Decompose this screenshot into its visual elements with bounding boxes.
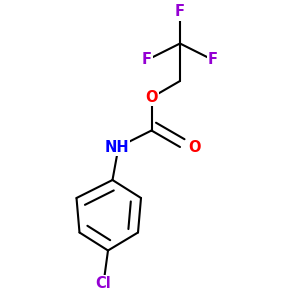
Text: Cl: Cl bbox=[96, 276, 111, 291]
Text: F: F bbox=[208, 52, 218, 68]
Text: O: O bbox=[145, 90, 158, 105]
Text: NH: NH bbox=[105, 140, 129, 154]
Text: F: F bbox=[142, 52, 152, 68]
Text: F: F bbox=[175, 4, 185, 20]
Text: O: O bbox=[188, 140, 201, 154]
